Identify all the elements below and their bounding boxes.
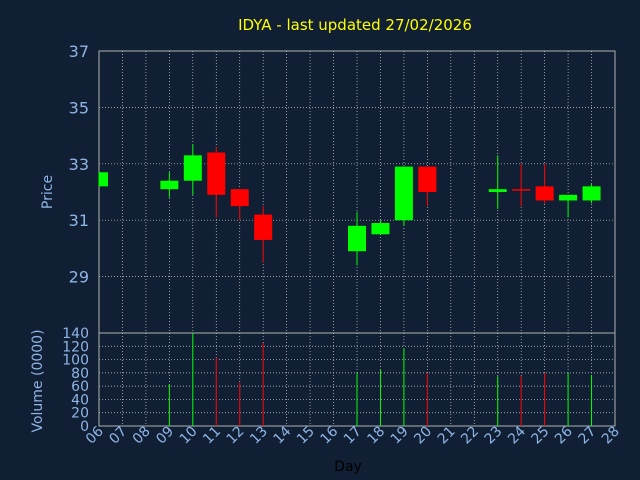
- candle-body: [207, 152, 226, 195]
- candle-body: [559, 194, 578, 201]
- candle-body: [394, 166, 413, 221]
- price-tick-label: 31: [69, 211, 89, 230]
- x-tick-label: 21: [435, 424, 459, 448]
- x-tick-label: 20: [411, 424, 435, 448]
- candle-body: [230, 189, 249, 207]
- x-tick-label: 25: [529, 424, 553, 448]
- x-tick-label: 14: [271, 423, 295, 447]
- x-tick-label: 11: [200, 424, 224, 448]
- volume-tick-label: 20: [71, 406, 89, 422]
- x-tick-label: 10: [177, 424, 201, 448]
- volume-tick-label: 140: [62, 326, 89, 342]
- x-tick-label: 16: [317, 423, 341, 447]
- x-tick-label: 13: [247, 424, 271, 448]
- x-tick-label: 27: [575, 424, 599, 448]
- volume-tick-label: 0: [80, 419, 89, 435]
- volume-tick-label: 40: [71, 392, 89, 408]
- x-tick-label: 08: [130, 424, 154, 448]
- candle-body: [254, 214, 273, 240]
- x-tick-label: 28: [599, 424, 623, 448]
- price-tick-label: 33: [69, 155, 89, 174]
- candle-body: [160, 180, 179, 190]
- x-tick-label: 07: [106, 424, 130, 448]
- x-axis-label: Day: [334, 459, 362, 475]
- volume-series: [168, 333, 593, 426]
- volume-tick-label: 60: [71, 379, 89, 395]
- candle-body: [488, 189, 507, 192]
- volume-tick-label: 120: [62, 339, 89, 355]
- x-tick-label: 17: [341, 424, 365, 448]
- candle-body: [183, 155, 202, 181]
- volume-tick-label: 100: [62, 353, 89, 369]
- candle-body: [535, 186, 554, 201]
- price-tick-label: 37: [69, 42, 89, 61]
- volume-tick-label: 80: [71, 366, 89, 382]
- x-tick-label: 15: [294, 424, 318, 448]
- x-tick-label: 23: [482, 424, 506, 448]
- chart-title: IDYA - last updated 27/02/2026: [238, 16, 472, 34]
- tick-labels: 06 07 08 09 10 11 12 13 14 15 16 17 18 19 20 21 22 23 24 25…: [62, 42, 623, 447]
- volume-axis-label: Volume (0000): [30, 329, 46, 432]
- x-tick-label: 18: [364, 424, 388, 448]
- price-tick-label: 35: [69, 98, 89, 117]
- candle-body: [371, 223, 390, 235]
- candle-body: [418, 166, 437, 192]
- x-tick-label: 26: [552, 423, 576, 447]
- x-tick-label: 09: [153, 424, 177, 448]
- candle-body: [582, 186, 601, 201]
- x-tick-label: 22: [458, 424, 482, 448]
- x-tick-label: 19: [388, 424, 412, 448]
- x-tick-label: 24: [505, 423, 529, 447]
- price-axis-label: Price: [40, 175, 56, 209]
- price-tick-label: 29: [69, 268, 89, 287]
- x-tick-label: 12: [224, 424, 248, 448]
- candlestick-series: [98, 144, 601, 266]
- candle-body: [99, 172, 108, 187]
- candle-body: [512, 189, 531, 191]
- candle-body: [348, 225, 366, 252]
